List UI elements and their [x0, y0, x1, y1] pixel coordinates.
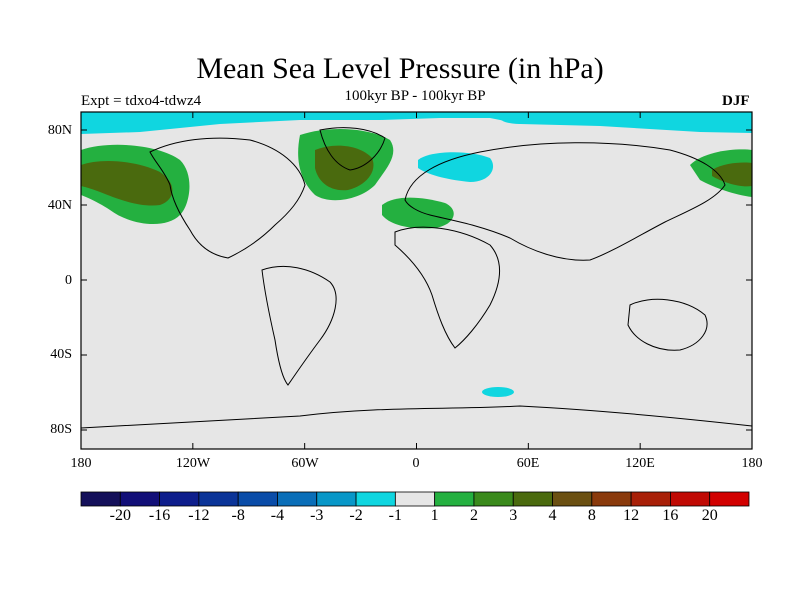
colorbar-label: -12 — [188, 507, 210, 524]
lon-tick-label: 60W — [291, 456, 319, 471]
coastline-north-america — [149, 137, 306, 259]
colorbar-label: -1 — [388, 507, 402, 524]
far-east-strong-region — [712, 162, 752, 187]
coastline-south-america — [261, 265, 337, 386]
southern-ocean-negative-patch — [482, 387, 514, 397]
colorbar-label: 2 — [469, 507, 478, 524]
cyan-patch-north-atlantic — [500, 112, 540, 124]
colorbar-swatch — [237, 491, 278, 507]
colorbar-label: 12 — [623, 507, 640, 524]
colorbar-label: -4 — [270, 507, 285, 524]
lon-tick-label: 180 — [741, 456, 763, 471]
coastlines — [80, 127, 753, 429]
colorbar-swatch — [355, 491, 396, 507]
colorbar-swatch — [709, 491, 750, 507]
lon-tick-label: 120W — [175, 456, 211, 471]
colorbar-swatch — [512, 491, 553, 507]
colorbar-swatch — [277, 491, 318, 507]
lat-tick-label: 80S — [50, 422, 72, 437]
colorbar-swatch — [552, 491, 593, 507]
colorbar-swatch — [198, 491, 239, 507]
season-label: DJF — [722, 93, 750, 109]
colorbar-label: -8 — [231, 507, 245, 524]
experiment-label: Expt = tdxo4-tdwz4 — [81, 93, 202, 109]
north-pacific-strong-region — [81, 160, 173, 206]
scandinavia-negative-region — [418, 152, 494, 182]
colorbar-label: 20 — [701, 507, 718, 524]
colorbar — [80, 491, 750, 507]
colorbar-label: 4 — [548, 507, 557, 524]
map-background — [81, 112, 752, 449]
coastline-australia — [627, 298, 708, 351]
coastline-eurasia — [404, 142, 726, 261]
colorbar-label: -2 — [349, 507, 363, 524]
lon-tick-label: 180 — [70, 456, 92, 471]
colorbar-label: 3 — [509, 507, 518, 524]
colorbar-swatch — [80, 491, 121, 507]
colorbar-swatch — [316, 491, 357, 507]
lon-tick-label: 60E — [516, 456, 540, 471]
mediterranean-positive-region — [382, 197, 454, 229]
coastline-antarctica — [80, 405, 753, 429]
colorbar-label: -16 — [148, 507, 171, 524]
axis-ticks — [80, 112, 753, 449]
colorbar-label: -20 — [109, 507, 131, 524]
colorbar-label: 16 — [662, 507, 679, 524]
arctic-negative-region — [81, 112, 752, 134]
lon-tick-label: 120E — [625, 456, 655, 471]
lat-tick-label: 0 — [65, 273, 72, 288]
colorbar-swatch — [119, 491, 160, 507]
lat-tick-label: 40S — [50, 347, 72, 362]
lat-tick-label: 80N — [47, 123, 72, 138]
map-title: Mean Sea Level Pressure (in hPa) — [196, 52, 604, 85]
colorbar-swatch — [159, 491, 200, 507]
colorbar-label: 1 — [430, 507, 439, 524]
pressure-anomaly-fields — [81, 112, 752, 397]
colorbar-swatch — [394, 491, 436, 507]
colorbar-label: 8 — [587, 507, 596, 524]
coastline-africa — [394, 226, 500, 349]
colorbar-swatch — [473, 491, 514, 507]
lat-tick-label: 40N — [47, 198, 72, 213]
coastline-greenland — [319, 127, 386, 171]
colorbar-swatch — [434, 491, 475, 507]
map-subtitle: 100kyr BP - 100kyr BP — [344, 88, 486, 104]
lon-tick-label: 0 — [412, 456, 420, 471]
colorbar-label: -3 — [310, 507, 324, 524]
colorbar-swatch — [630, 491, 671, 507]
colorbar-swatch — [670, 491, 711, 507]
colorbar-swatch — [591, 491, 632, 507]
